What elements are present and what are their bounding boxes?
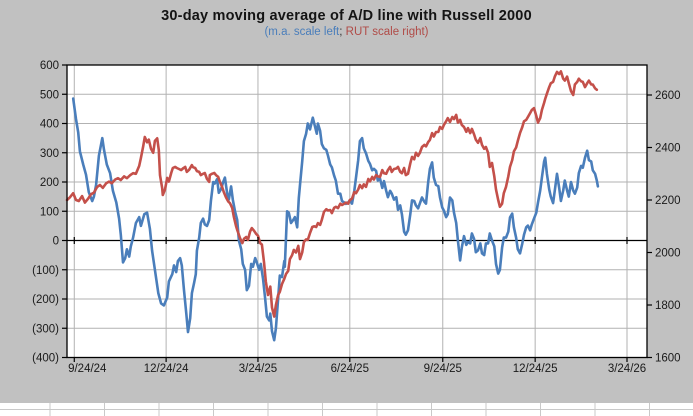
- left-axis-tick-label: 0: [53, 236, 59, 248]
- right-axis-tick-label: 2600: [655, 90, 681, 102]
- x-axis-tick-label: 3/24/26: [608, 363, 646, 375]
- left-axis-tick-label: 300: [40, 148, 59, 160]
- left-axis-tick-label: (200): [32, 294, 59, 306]
- x-axis-tick-label: 3/24/25: [239, 363, 277, 375]
- right-axis-tick-label: 2400: [655, 143, 681, 155]
- left-axis-tick-label: (100): [32, 265, 59, 277]
- axis-tick-marks: [62, 64, 652, 362]
- left-axis-tick-label: 400: [40, 119, 59, 131]
- x-axis-tick-label: 6/24/25: [331, 363, 369, 375]
- left-axis-tick-label: 600: [40, 60, 59, 72]
- left-axis-tick-label: 100: [40, 206, 59, 218]
- right-axis-tick-label: 1800: [655, 300, 681, 312]
- subtitle-ma-scale-label: (m.a. scale left: [264, 26, 340, 38]
- subtitle-separator: ;: [339, 26, 343, 38]
- right-axis-labels: 2600 2400 2200 2000 1800 1600: [655, 90, 681, 365]
- russell-2000-series: [65, 70, 599, 318]
- x-axis-tick-label: 12/24/24: [144, 363, 189, 375]
- gridlines: [67, 65, 647, 358]
- right-axis-tick-label: 2200: [655, 195, 681, 207]
- left-axis-tick-label: (300): [32, 323, 59, 335]
- left-axis-tick-label: 200: [40, 177, 59, 189]
- subtitle-rut-scale-label: RUT scale right): [342, 26, 429, 38]
- chart-subtitle: (m.a. scale left; RUT scale right): [0, 26, 693, 38]
- right-axis-tick-label: 1600: [655, 353, 681, 365]
- left-axis-tick-label: (400): [32, 353, 59, 365]
- chart-canvas: 6005004003002001000(100)(200)(300)(400) …: [32, 60, 681, 375]
- right-axis-tick-label: 2000: [655, 248, 681, 260]
- x-axis-tick-label: 9/24/25: [424, 363, 462, 375]
- x-axis-tick-label: 9/24/24: [68, 363, 107, 375]
- x-axis-labels: 9/24/24 12/24/24 3/24/25 6/24/25 9/24/25 12/2…: [68, 363, 646, 375]
- x-axis-tick-label: 12/24/25: [513, 363, 558, 375]
- spreadsheet-cells-strip: [0, 403, 693, 416]
- left-axis-labels: 600 500 400 300 200 100 0 (100) (200) (300) (400): [32, 60, 59, 365]
- spreadsheet-row-border: [0, 409, 693, 410]
- left-axis-tick-label: 500: [40, 89, 59, 101]
- chart-title: 30-day moving average of A/D line with R…: [161, 8, 532, 24]
- series-lines: [65, 70, 600, 342]
